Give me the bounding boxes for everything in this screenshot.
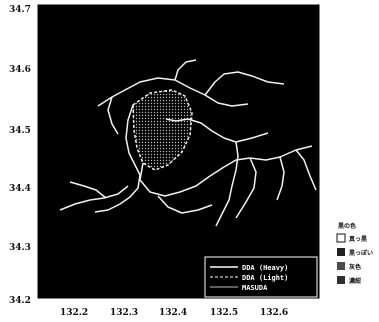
route-line xyxy=(157,195,213,214)
dotted-area xyxy=(133,90,192,170)
route-line xyxy=(69,181,107,199)
route-line xyxy=(94,104,141,213)
side-legend-title: 黒の色 xyxy=(338,222,356,230)
y-tick-label: 34.2 xyxy=(9,296,31,306)
route-line xyxy=(174,59,197,81)
route-line xyxy=(235,157,257,219)
side-legend-label: 濃紺 xyxy=(349,277,361,285)
route-line xyxy=(295,149,317,191)
legend-label-light: DDA (Light) xyxy=(242,274,288,282)
road-network xyxy=(59,59,317,227)
side-legend-swatch xyxy=(337,262,345,270)
side-legend-swatch xyxy=(337,248,345,256)
y-tick-label: 34.6 xyxy=(9,65,31,75)
y-tick-label: 34.5 xyxy=(9,126,31,136)
route-line xyxy=(165,118,269,143)
map-frame xyxy=(36,3,321,300)
route-line xyxy=(132,89,193,171)
map-legend-frame xyxy=(204,256,318,298)
legend-label-heavy: DDA (Heavy) xyxy=(242,264,288,272)
route-line xyxy=(139,145,313,197)
route-line xyxy=(215,141,239,227)
route-line xyxy=(59,185,129,211)
side-legend-swatch xyxy=(336,233,346,243)
x-tick-label: 132.4 xyxy=(159,308,187,318)
side-legend-label: 真っ黒 xyxy=(349,235,367,243)
side-legend: 黒の色 真っ黒 黒っぽい 灰色 濃紺 xyxy=(336,222,373,285)
x-tick-label: 132.3 xyxy=(110,308,138,318)
side-legend-label: 黒っぽい xyxy=(349,249,373,257)
side-legend-swatch xyxy=(337,276,345,284)
x-tick-label: 132.6 xyxy=(260,308,288,318)
legend-label-masuda: MASUDA xyxy=(242,284,268,292)
y-tick-label: 34.3 xyxy=(9,243,31,253)
x-axis: 132.2 132.3 132.4 132.5 132.6 xyxy=(60,308,288,318)
side-legend-label: 灰色 xyxy=(349,263,361,271)
route-line xyxy=(204,71,285,96)
x-tick-label: 132.5 xyxy=(210,308,238,318)
y-tick-label: 34.7 xyxy=(9,5,31,15)
y-axis: 34.7 34.6 34.5 34.4 34.3 34.2 xyxy=(9,5,31,306)
map-legend: DDA (Heavy) DDA (Light) MASUDA xyxy=(204,256,318,298)
x-tick-label: 132.2 xyxy=(60,308,88,318)
route-line xyxy=(276,156,285,201)
route-line xyxy=(107,96,119,135)
y-tick-label: 34.4 xyxy=(9,184,31,194)
